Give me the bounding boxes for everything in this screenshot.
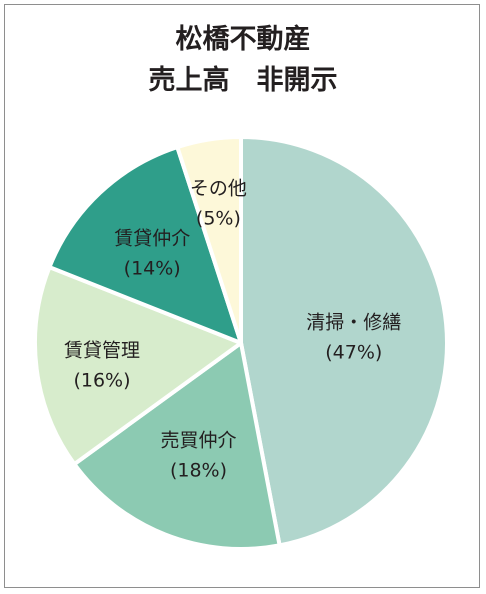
slice-label-5: その他 — [190, 178, 247, 200]
pie-slices — [33, 135, 449, 551]
pie-labels: 清掃・修繕 (47%) 売買仲介 (18%) 賃貸管理 (16%) 賃貸仲介 (14%) その他… — [64, 178, 401, 482]
pie-slice-5 — [175, 135, 243, 345]
slice-label-1: 清掃・修繕 — [306, 311, 401, 333]
pie-slice-2 — [72, 341, 282, 551]
slice-value-label-5: (5%) — [196, 208, 241, 230]
slice-value-label-3: (16%) — [73, 370, 130, 392]
chart-title: 松橋不動産 — [176, 23, 311, 55]
slice-value-label-4: (14%) — [124, 257, 181, 279]
slice-value-label-1: (47%) — [325, 341, 382, 363]
chart-subtitle: 売上高 非開示 — [149, 64, 338, 96]
pie-slice-1 — [239, 135, 449, 548]
slice-label-2: 売買仲介 — [160, 429, 236, 451]
slice-label-3: 賃貸管理 — [64, 340, 140, 362]
slice-value-label-2: (18%) — [170, 459, 227, 481]
pie-slice-3 — [33, 265, 243, 467]
slice-label-4: 賃貸仲介 — [114, 227, 190, 249]
